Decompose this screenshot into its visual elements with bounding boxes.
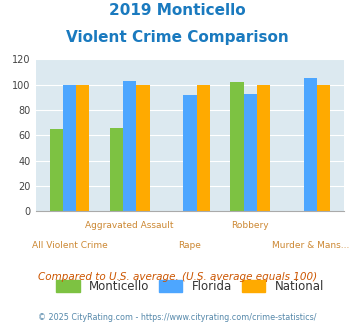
Legend: Monticello, Florida, National: Monticello, Florida, National: [51, 275, 329, 297]
Text: © 2025 CityRating.com - https://www.cityrating.com/crime-statistics/: © 2025 CityRating.com - https://www.city…: [38, 314, 317, 322]
Text: Rape: Rape: [179, 241, 201, 250]
Text: Compared to U.S. average. (U.S. average equals 100): Compared to U.S. average. (U.S. average …: [38, 272, 317, 282]
Bar: [136, 85, 149, 211]
Bar: [304, 79, 317, 211]
Bar: [183, 95, 197, 211]
Bar: [50, 129, 63, 211]
Bar: [76, 85, 89, 211]
Text: Murder & Mans...: Murder & Mans...: [272, 241, 349, 250]
Text: Violent Crime Comparison: Violent Crime Comparison: [66, 30, 289, 45]
Text: Aggravated Assault: Aggravated Assault: [86, 221, 174, 230]
Bar: [123, 81, 136, 211]
Bar: [257, 85, 270, 211]
Bar: [244, 94, 257, 211]
Bar: [317, 85, 330, 211]
Bar: [63, 85, 76, 211]
Text: All Violent Crime: All Violent Crime: [32, 241, 107, 250]
Bar: [110, 128, 123, 211]
Bar: [197, 85, 210, 211]
Text: 2019 Monticello: 2019 Monticello: [109, 3, 246, 18]
Text: Robbery: Robbery: [231, 221, 269, 230]
Bar: [230, 82, 244, 211]
